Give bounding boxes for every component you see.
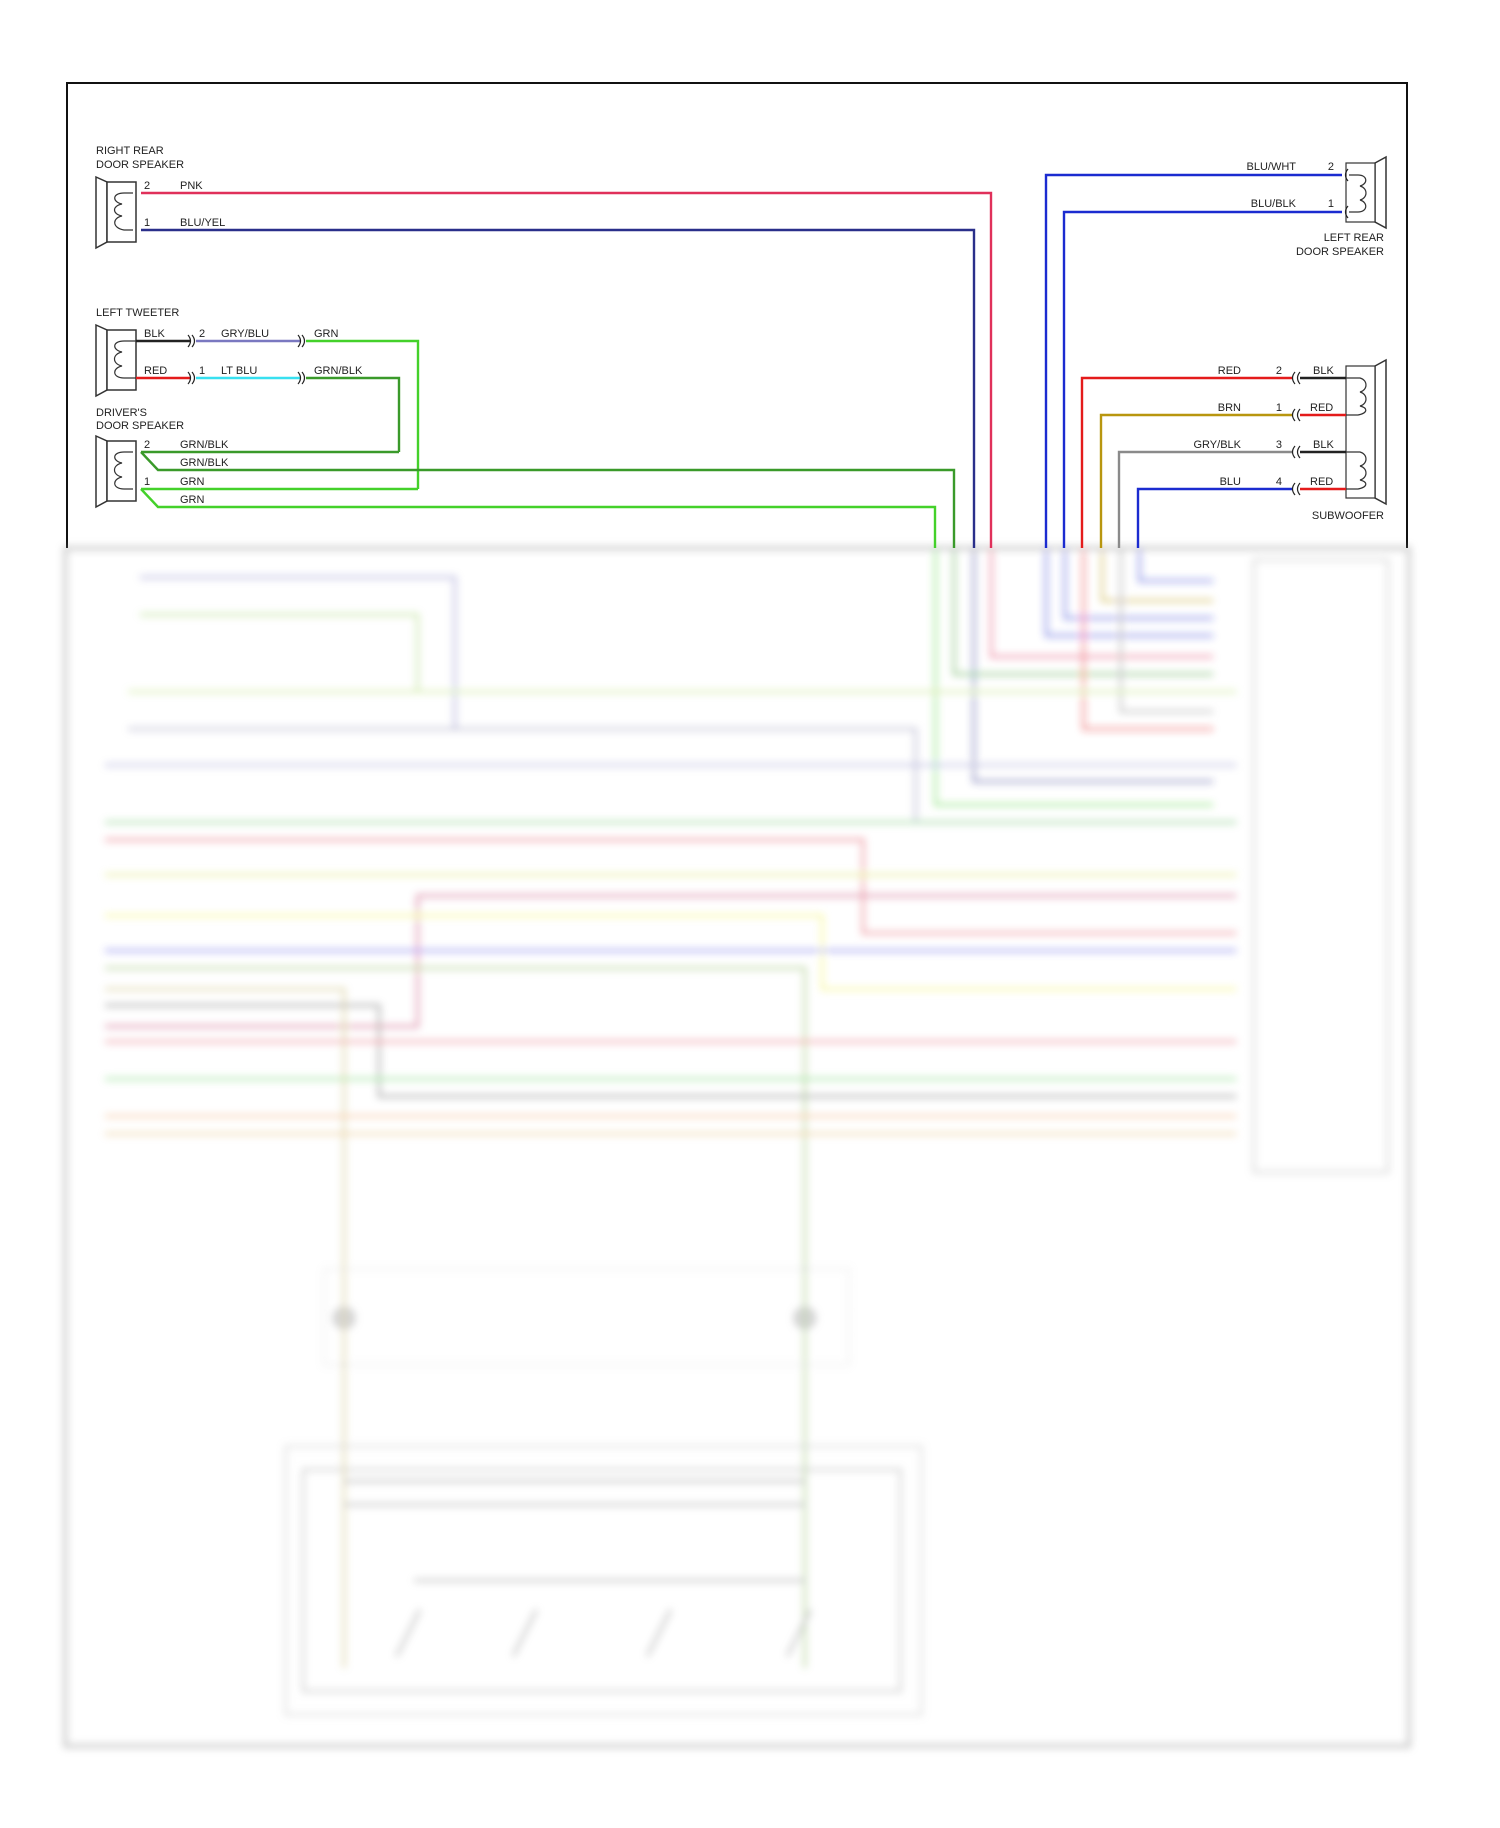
pin-label: 1 <box>144 217 150 229</box>
connector-icon <box>1291 371 1301 496</box>
pin-label: 1 <box>1276 402 1282 414</box>
wire-label: RED <box>144 365 167 377</box>
label-left-tweeter: LEFT TWEETER <box>96 307 179 319</box>
wire-label: GRY/BLK <box>1194 439 1242 451</box>
wire-label: BLK <box>144 328 165 340</box>
wire-label: RED <box>1310 402 1333 414</box>
wire-label: BLK <box>1313 439 1334 451</box>
pin-label: 2 <box>144 439 150 451</box>
wire-red-sub <box>1080 376 1292 548</box>
wire-grn-blk-tweeter <box>306 376 401 452</box>
pin-label: 1 <box>1328 198 1334 210</box>
label-left-rear-2: DOOR SPEAKER <box>1296 246 1384 258</box>
label-drivers-2: DOOR SPEAKER <box>96 420 184 432</box>
wire-label: GRY/BLU <box>221 328 269 340</box>
label-left-rear-1: LEFT REAR <box>1324 232 1384 244</box>
wire-grn-tweeter <box>306 339 420 489</box>
wire-label: PNK <box>180 180 203 192</box>
left-rear-door-speaker: LEFT REAR DOOR SPEAKER <box>1296 155 1387 258</box>
label-drivers-1: DRIVER'S <box>96 407 147 419</box>
drivers-door-speaker: DRIVER'S DOOR SPEAKER <box>95 407 184 509</box>
pin-label: 2 <box>144 180 150 192</box>
wire-label: GRN/BLK <box>314 365 363 377</box>
wire-gry-blk <box>1117 450 1292 548</box>
pin-label: 3 <box>1276 439 1282 451</box>
wire-brn <box>1099 413 1292 548</box>
wire-label: LT BLU <box>221 365 257 377</box>
pin-label: 1 <box>199 365 205 377</box>
left-tweeter: LEFT TWEETER <box>95 307 179 398</box>
pin-label: 2 <box>1328 161 1334 173</box>
diagram-border <box>66 82 1408 548</box>
label-subwoofer: SUBWOOFER <box>1312 510 1384 522</box>
label-right-rear-1: RIGHT REAR <box>96 145 164 157</box>
wire-grn-2 <box>140 488 937 548</box>
connector-icon <box>187 334 306 385</box>
blurred-lower-diagram <box>63 546 1411 1748</box>
wire-blu-wht <box>1044 173 1342 548</box>
wire-label: GRN/BLK <box>180 439 229 451</box>
wire-label: GRN <box>314 328 339 340</box>
wire-label: RED <box>1310 476 1333 488</box>
wire-label: GRN/BLK <box>180 457 229 469</box>
pin-label: 2 <box>199 328 205 340</box>
wire-label: BLU/BLK <box>1251 198 1297 210</box>
wire-label: BLU <box>1220 476 1241 488</box>
wire-label: GRN <box>180 476 205 488</box>
wire-blu-yel <box>141 228 976 548</box>
label-right-rear-2: DOOR SPEAKER <box>96 159 184 171</box>
pin-label: 2 <box>1276 365 1282 377</box>
wire-blu-sub <box>1136 487 1292 548</box>
wire-blu-blk <box>1062 210 1342 548</box>
wire-label: BLU/YEL <box>180 217 225 229</box>
wire-pnk <box>141 191 993 548</box>
wire-label: GRN <box>180 494 205 506</box>
wire-grn-blk-2 <box>140 451 956 548</box>
pin-label: 1 <box>144 476 150 488</box>
right-rear-door-speaker: RIGHT REAR DOOR SPEAKER <box>95 145 184 250</box>
wire-label: BLU/WHT <box>1247 161 1297 173</box>
connector-icon <box>1344 168 1349 219</box>
wire-label: BRN <box>1218 402 1241 414</box>
wire-label: RED <box>1218 365 1241 377</box>
pin-label: 4 <box>1276 476 1282 488</box>
wire-label: BLK <box>1313 365 1334 377</box>
subwoofer: SUBWOOFER <box>1312 358 1387 522</box>
